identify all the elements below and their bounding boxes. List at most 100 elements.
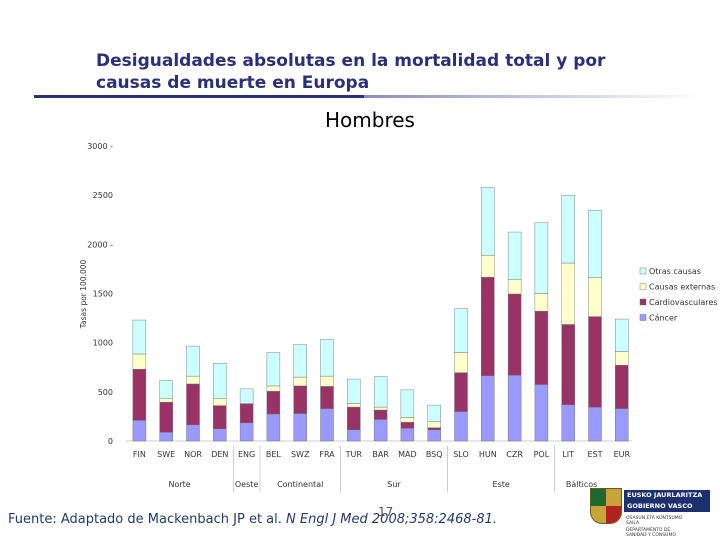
group-label: Norte — [168, 480, 190, 489]
bar-segment — [588, 406, 602, 442]
legend: Otras causas Causas externas Cardiovascula… — [639, 267, 717, 323]
bar-segment — [481, 375, 495, 442]
bars — [132, 187, 629, 442]
bar-segment — [427, 421, 441, 428]
bar-segment — [534, 384, 549, 442]
y-tick-label: 3000 - — [87, 142, 113, 151]
group-label: Continental — [277, 480, 323, 489]
bar-segment — [454, 308, 468, 353]
bar-segment — [347, 378, 361, 404]
bar-segment — [507, 374, 522, 442]
bar-segment — [266, 352, 281, 387]
bar-segment — [347, 429, 361, 442]
y-tick-label: 500 — [98, 388, 113, 397]
y-axis-label: Tasas por 100.000 — [79, 259, 88, 329]
bar-segment — [266, 413, 281, 442]
bar-segment — [213, 363, 227, 399]
y-tick-label: 0 — [108, 437, 113, 446]
bar-segment — [159, 380, 173, 399]
bar-segment — [427, 404, 441, 423]
bar-segment — [400, 428, 415, 442]
x-tick-label: FRA — [319, 450, 335, 459]
slide-title: Desigualdades absolutas en la mortalidad… — [96, 51, 606, 93]
bar-segment — [427, 429, 441, 442]
legend-label: Causas externas — [649, 283, 715, 292]
bar-segment — [507, 279, 522, 295]
bar-segment — [615, 318, 629, 352]
bar-segment — [132, 369, 147, 421]
coat-of-arms-icon — [590, 488, 622, 524]
bar-segment — [159, 398, 173, 403]
x-tick-label: LIT — [562, 450, 574, 459]
title-underline — [34, 95, 364, 98]
logo-band: EUSKO JAURLARITZA GOBIERNO VASCO — [624, 490, 710, 512]
bar-segment — [186, 375, 200, 385]
group-label: Este — [493, 480, 510, 489]
logo-line-2: GOBIERNO VASCO — [627, 502, 693, 510]
bar-segment — [293, 376, 307, 387]
bar-segment — [481, 187, 495, 256]
source-journal: N Engl J Med 2008;358:2468-81. — [286, 512, 498, 527]
legend-label: Otras causas — [649, 267, 701, 276]
x-tick-label: SLO — [453, 450, 469, 459]
bar-segment — [615, 351, 629, 366]
y-tick-label: 1000 — [93, 339, 113, 348]
bar-segment — [561, 194, 575, 264]
legend-label: Cardiovasculares — [649, 298, 717, 307]
logo-dept-1: OSASUN ETA KONTSUMO SAILA — [626, 516, 683, 526]
legend-swatch — [639, 298, 647, 306]
x-tick-label: ENG — [238, 450, 255, 459]
x-tick-label: DEN — [211, 450, 228, 459]
bar-segment — [534, 293, 549, 312]
bar-segment — [132, 420, 147, 442]
bar-segment — [588, 277, 602, 317]
bar-segment — [561, 404, 575, 442]
bar-segment — [132, 353, 147, 370]
slide-number: 17 — [378, 505, 394, 519]
x-tick-label: BAR — [372, 450, 389, 459]
group-label: Bálticos — [566, 480, 597, 489]
y-tick-label: 2000 - — [87, 240, 113, 249]
bar-segment — [507, 231, 522, 280]
bar-segment — [481, 254, 495, 278]
x-tick-label: SWE — [157, 450, 175, 459]
bar-segment — [186, 424, 200, 442]
bar-segment — [213, 398, 227, 406]
bar-segment — [373, 419, 388, 442]
bar-segment — [266, 385, 281, 392]
logo-line-1: EUSKO JAURLARITZA — [627, 491, 703, 499]
bar-segment — [213, 428, 227, 442]
bar-segment — [159, 401, 173, 433]
bar-segment — [454, 352, 468, 373]
bar-segment — [347, 406, 361, 430]
source-prefix: Fuente: Adaptado de Mackenbach JP et al. — [8, 512, 282, 527]
x-tick-label: POL — [534, 450, 550, 459]
y-tick-label: 1500 — [93, 290, 113, 299]
bar-segment — [373, 409, 388, 420]
x-tick-label: FIN — [133, 450, 146, 459]
x-tick-label: NOR — [184, 450, 202, 459]
logo-dept-2: DEPARTAMENTO DE SANIDAD Y CONSUMO — [626, 528, 676, 538]
bar-segment — [454, 411, 468, 442]
bar-segment — [266, 391, 281, 415]
bar-segment — [561, 324, 575, 405]
bar-segment — [588, 210, 602, 278]
x-tick-label: EST — [587, 450, 602, 459]
group-label: Oeste — [235, 480, 259, 489]
bar-segment — [293, 344, 307, 378]
bar-segment — [400, 389, 415, 418]
country-groups: Norte Oeste Continental Sur Este Bálticos — [168, 446, 597, 492]
title-underline-fade — [364, 95, 704, 98]
y-tick-label: 2500 — [93, 191, 113, 200]
bar-segment — [239, 388, 254, 404]
x-axis: FIN SWE NOR DEN ENG BEL SWZ FRA TUR BAR MAD BSQ SLO H… — [133, 450, 631, 459]
x-tick-label: MAD — [398, 450, 417, 459]
source-citation: Fuente: Adaptado de Mackenbach JP et al.… — [8, 512, 497, 527]
x-tick-label: EUR — [614, 450, 631, 459]
x-tick-label: CZR — [506, 450, 523, 459]
bar-segment — [347, 403, 361, 408]
legend-swatch — [639, 314, 647, 321]
bar-segment — [534, 222, 549, 294]
bar-segment — [320, 386, 334, 409]
bar-segment — [159, 431, 173, 442]
